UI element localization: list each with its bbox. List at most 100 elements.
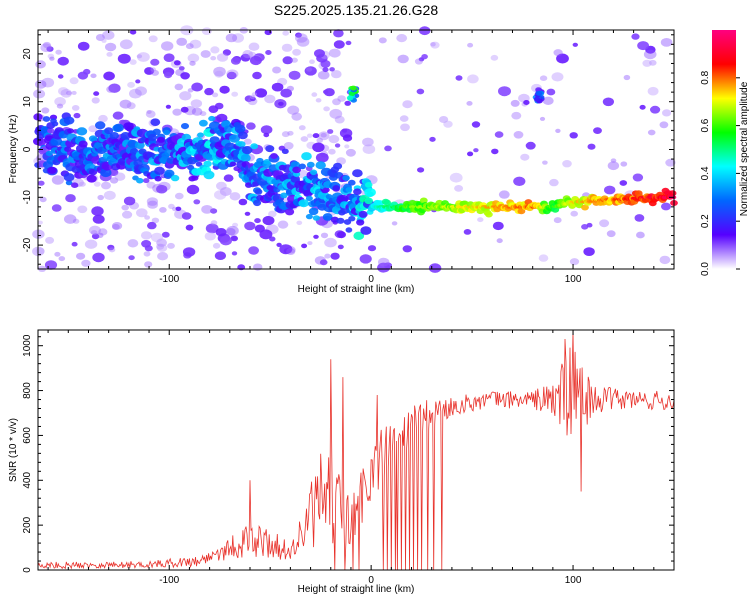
heatmap-cell (47, 128, 55, 134)
heatmap-cell (78, 140, 88, 148)
heatmap-cell (308, 207, 319, 216)
heatmap-cell (336, 217, 345, 224)
heatmap-cell (329, 67, 335, 72)
heatmap-cell (161, 231, 170, 238)
heatmap-cell (345, 227, 353, 233)
heatmap-cell (517, 208, 526, 215)
heatmap-cell (189, 60, 196, 66)
heatmap-cell (263, 159, 271, 165)
heatmap-cell (79, 181, 86, 187)
heatmap-cell (337, 244, 344, 250)
heatmap-cell (562, 160, 572, 168)
heatmap-cell (182, 247, 196, 257)
heatmap-cell (473, 148, 479, 153)
heatmap-cell (569, 258, 580, 266)
heatmap-cell (315, 152, 329, 163)
heatmap-cell (91, 233, 100, 240)
heatmap-cell (572, 42, 578, 47)
heatmap-cell (632, 173, 644, 182)
heatmap-cell (315, 161, 326, 170)
heatmap-cell (551, 72, 564, 82)
heatmap-cell (191, 107, 203, 116)
heatmap-cell (65, 90, 72, 96)
colorbar: 0.0 0.2 0.4 0.6 0.8 Normalized spectral ampl… (700, 30, 750, 276)
heatmap-cell (150, 67, 156, 72)
heatmap-cell (336, 157, 346, 165)
heatmap-cell (454, 185, 464, 192)
heatmap-cell (510, 99, 520, 107)
heatmap-cell (342, 134, 353, 142)
heatmap-cell (467, 42, 474, 48)
heatmap-cell (214, 70, 224, 78)
snr-y-label: SNR (10 * v/v) (8, 418, 19, 482)
heatmap-cell (262, 215, 275, 226)
heatmap-cell (620, 161, 628, 167)
heatmap-cell (240, 53, 251, 62)
heatmap-cell (498, 86, 511, 97)
heatmap-cell (555, 128, 561, 133)
heatmap-cell (430, 42, 436, 47)
heatmap-cell (210, 46, 220, 54)
heatmap-cell (47, 53, 55, 59)
heatmap-cell (279, 244, 293, 255)
heatmap-cell (277, 220, 289, 229)
heatmap-cell (213, 66, 226, 77)
heatmap-cell (199, 119, 208, 127)
heatmap-cell (114, 172, 126, 181)
heatmap-cell (250, 143, 259, 150)
heatmap-cell (86, 174, 97, 183)
heatmap-cell (311, 92, 318, 97)
heatmap-cell (286, 85, 294, 92)
heatmap-cell (356, 219, 365, 226)
heatmap-cell (353, 188, 362, 195)
heatmap-cell (156, 238, 168, 247)
heatmap-cell (312, 142, 325, 153)
heatmap-cell (219, 187, 232, 196)
heatmap-cell (147, 133, 158, 142)
heatmap-cell (226, 69, 239, 79)
heatmap-cell (77, 205, 88, 214)
spectrogram-x-tick-label: -100 (159, 274, 179, 285)
heatmap-cell (242, 50, 253, 59)
heatmap-cell (345, 187, 353, 193)
heatmap-cell (320, 132, 327, 138)
heatmap-cell (298, 125, 306, 131)
heatmap-cell (539, 75, 548, 81)
heatmap-cell (668, 190, 677, 197)
heatmap-cell (203, 160, 212, 167)
heatmap-cell (156, 184, 168, 194)
heatmap-cell (51, 175, 64, 185)
heatmap-cell (246, 122, 256, 130)
heatmap-cell (37, 220, 43, 225)
heatmap-cell (208, 115, 216, 122)
heatmap-cell (538, 254, 549, 262)
heatmap-cell (230, 57, 241, 65)
spectrogram-x-tick-label: 0 (368, 274, 374, 285)
heatmap-cell (232, 222, 239, 228)
heatmap-cell (200, 50, 211, 58)
heatmap-cell (364, 182, 373, 188)
heatmap-cell (319, 259, 328, 266)
heatmap-cell (348, 179, 356, 186)
heatmap-cell (109, 132, 120, 140)
heatmap-cell (337, 95, 346, 102)
heatmap-cell (151, 69, 159, 76)
heatmap-cell (281, 43, 293, 52)
heatmap-cell (362, 137, 374, 147)
heatmap-cell (37, 180, 45, 186)
heatmap-cell (122, 210, 133, 219)
heatmap-cell (208, 105, 219, 113)
heatmap-cell (249, 55, 262, 66)
heatmap-cell (195, 161, 203, 167)
heatmap-cell (33, 89, 46, 99)
heatmap-cell (191, 175, 199, 181)
heatmap-cell (243, 138, 252, 145)
heatmap-cell (296, 37, 310, 47)
heatmap-cell (106, 85, 116, 93)
heatmap-cell (328, 135, 340, 144)
heatmap-cell (318, 131, 330, 141)
spectrogram-y-tick-label: -20 (22, 237, 33, 252)
heatmap-cell (286, 248, 296, 255)
heatmap-cell (285, 208, 295, 216)
heatmap-cell (129, 148, 139, 155)
